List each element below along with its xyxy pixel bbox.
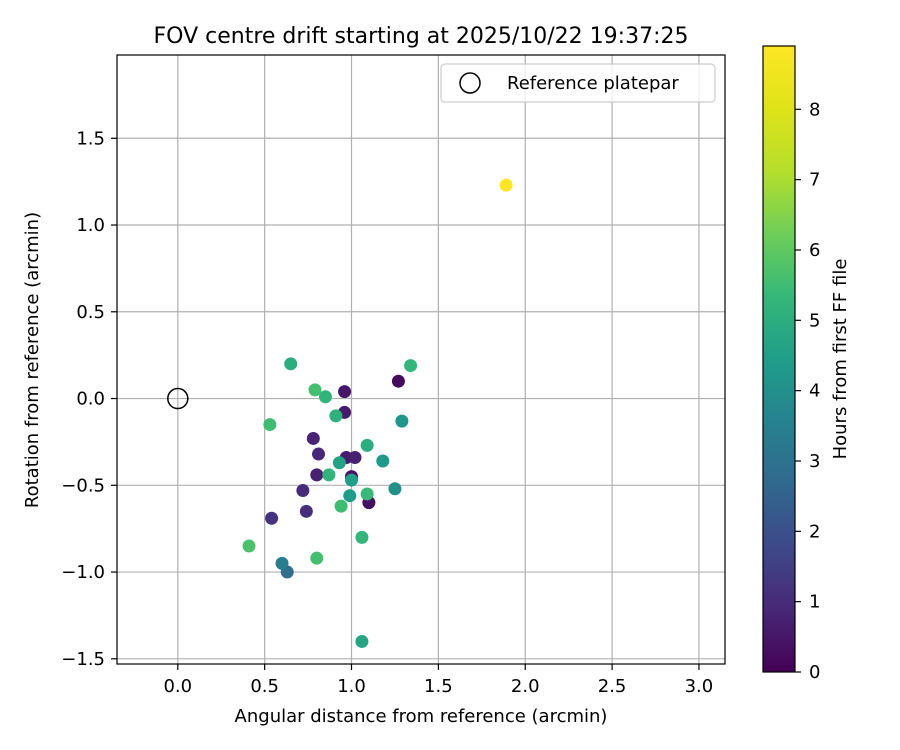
data-point <box>299 504 313 518</box>
data-point <box>334 499 348 513</box>
data-point <box>296 483 310 497</box>
data-point <box>355 634 369 648</box>
reference-layer <box>167 387 189 410</box>
data-point <box>312 447 326 461</box>
colorbar-label: Hours from first FF file <box>830 259 851 460</box>
x-tick-label: 2.5 <box>598 676 627 697</box>
colorbar: 0 1 2 3 4 5 6 7 8 Hours from first FF file <box>762 45 851 683</box>
y-axis-ticks: −1.5 −1.0 −0.5 0.0 0.5 1.0 1.5 <box>61 128 117 670</box>
data-point <box>343 489 357 503</box>
y-axis-label: Rotation from reference (arcmin) <box>22 212 43 508</box>
colorbar-tick-label: 5 <box>809 310 820 331</box>
colorbar-tick-label: 7 <box>809 170 820 191</box>
chart-title: FOV centre drift starting at 2025/10/22 … <box>154 24 689 49</box>
data-point <box>263 418 277 432</box>
data-point <box>306 431 320 445</box>
x-tick-label: 0.0 <box>163 676 192 697</box>
data-point <box>360 487 374 501</box>
colorbar-tick-label: 3 <box>809 451 820 472</box>
legend: Reference platepar <box>440 63 716 103</box>
data-point <box>355 530 369 544</box>
scatter-points <box>242 178 513 648</box>
data-point <box>310 551 324 565</box>
x-tick-label: 3.0 <box>685 676 714 697</box>
legend-marker-reference <box>459 72 481 94</box>
data-point <box>338 385 352 399</box>
data-point <box>332 456 346 470</box>
data-point <box>499 178 513 192</box>
data-point <box>360 438 374 452</box>
x-tick-label: 2.0 <box>511 676 540 697</box>
plot-frame <box>116 54 726 665</box>
colorbar-tick-label: 8 <box>809 99 820 120</box>
data-point <box>345 473 359 487</box>
data-point <box>284 357 298 371</box>
colorbar-tick-label: 1 <box>809 592 820 613</box>
legend-label-reference: Reference platepar <box>507 73 679 94</box>
reference-platepar-marker <box>167 387 189 410</box>
data-point <box>322 468 336 482</box>
x-tick-label: 1.5 <box>424 676 453 697</box>
data-point <box>395 414 409 428</box>
y-tick-label: 0.0 <box>76 389 105 410</box>
x-tick-label: 0.5 <box>250 676 279 697</box>
colorbar-tick-label: 4 <box>809 381 820 402</box>
colorbar-gradient <box>762 45 796 673</box>
y-tick-label: 0.5 <box>76 302 105 323</box>
colorbar-tick-label: 6 <box>809 240 820 261</box>
y-tick-label: 1.5 <box>76 128 105 149</box>
colorbar-tick-label: 2 <box>809 521 820 542</box>
y-tick-label: 1.0 <box>76 215 105 236</box>
data-point <box>404 359 418 373</box>
y-tick-label: −0.5 <box>61 475 105 496</box>
data-point <box>318 390 332 404</box>
x-axis-ticks: 0.0 0.5 1.0 1.5 2.0 2.5 3.0 <box>163 664 713 697</box>
data-point <box>310 468 324 482</box>
x-tick-label: 1.0 <box>337 676 366 697</box>
data-point <box>391 374 405 388</box>
grid-lines <box>117 55 725 664</box>
data-point <box>348 451 362 465</box>
data-point <box>265 511 279 525</box>
data-point <box>242 539 256 553</box>
data-point <box>308 383 322 397</box>
colorbar-ticks: 0 1 2 3 4 5 6 7 8 <box>795 99 820 683</box>
y-tick-label: −1.5 <box>61 649 105 670</box>
x-axis-label: Angular distance from reference (arcmin) <box>235 706 608 727</box>
data-point <box>275 556 289 570</box>
legend-box <box>440 63 716 103</box>
colorbar-tick-label: 0 <box>809 662 820 683</box>
data-point <box>376 454 390 468</box>
data-point <box>388 482 402 496</box>
y-tick-label: −1.0 <box>61 562 105 583</box>
data-point <box>329 409 343 423</box>
